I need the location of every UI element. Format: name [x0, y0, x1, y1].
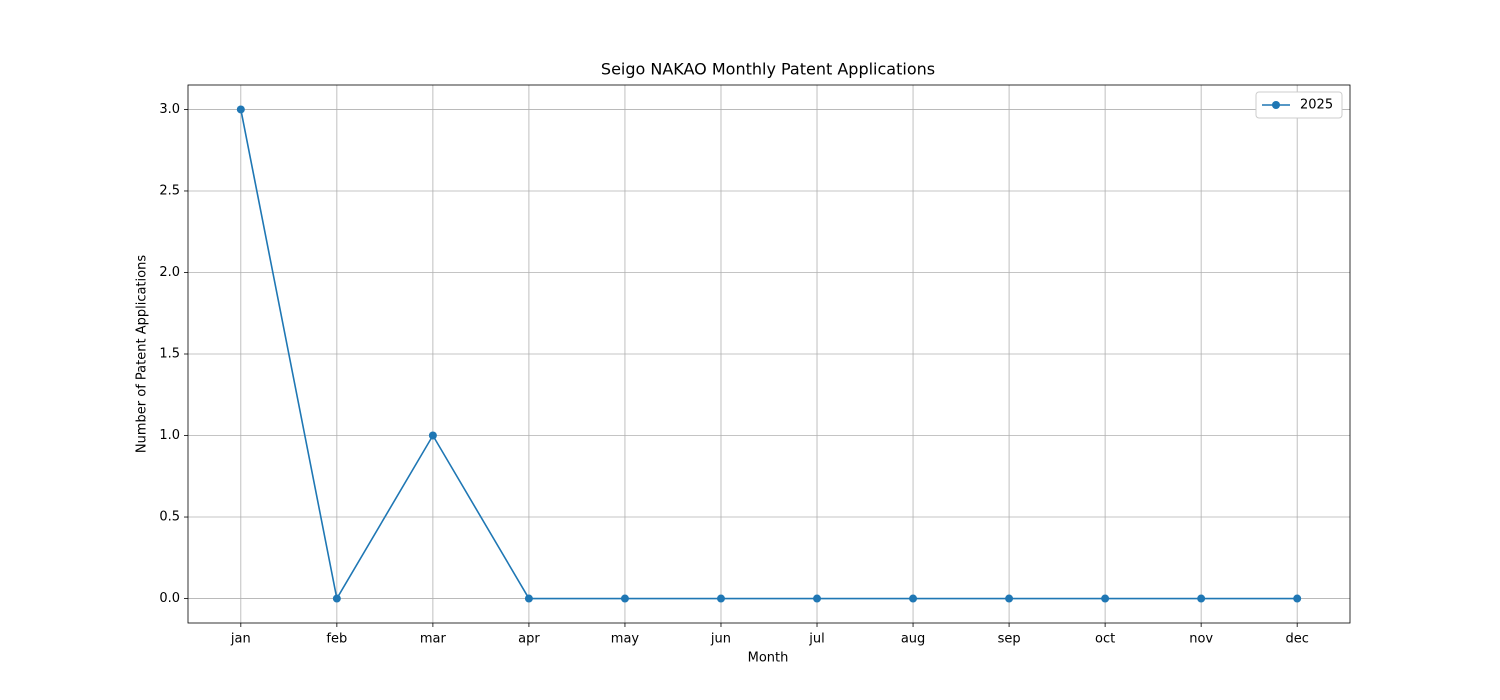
- y-tick-label: 2.0: [159, 265, 180, 280]
- data-point: [1197, 595, 1205, 603]
- data-point: [333, 595, 341, 603]
- x-axis-label: Month: [748, 651, 789, 666]
- data-point: [1101, 595, 1109, 603]
- y-tick-label: 2.5: [159, 183, 180, 198]
- x-tick-label: feb: [326, 632, 347, 647]
- x-tick-label: may: [611, 632, 640, 647]
- x-tick-label: aug: [901, 632, 925, 647]
- x-tick-label: jan: [230, 632, 251, 647]
- chart-title: Seigo NAKAO Monthly Patent Applications: [601, 60, 935, 79]
- data-point: [429, 432, 437, 440]
- data-point: [525, 595, 533, 603]
- chart: Seigo NAKAO Monthly Patent Applications …: [0, 0, 1500, 700]
- legend-marker: [1272, 101, 1280, 109]
- y-tick-label: 0.5: [159, 510, 180, 525]
- data-point: [1005, 595, 1013, 603]
- data-point: [1293, 595, 1301, 603]
- data-point: [909, 595, 917, 603]
- x-tick-label: jun: [710, 632, 731, 647]
- x-tick-label: apr: [518, 632, 540, 647]
- data-point: [237, 105, 245, 113]
- x-tick-label: mar: [420, 632, 447, 647]
- y-tick-label: 3.0: [159, 102, 180, 117]
- y-tick-label: 1.0: [159, 428, 180, 443]
- data-point: [813, 595, 821, 603]
- y-tick-label: 0.0: [159, 591, 180, 606]
- y-axis-label: Number of Patent Applications: [135, 255, 150, 453]
- data-point: [717, 595, 725, 603]
- x-tick-label: oct: [1095, 632, 1115, 647]
- legend-label: 2025: [1300, 98, 1333, 113]
- x-tick-label: jul: [808, 632, 824, 647]
- y-tick-label: 1.5: [159, 347, 180, 362]
- x-tick-label: sep: [998, 632, 1021, 647]
- x-tick-label: dec: [1285, 632, 1308, 647]
- x-tick-label: nov: [1189, 632, 1213, 647]
- data-point: [621, 595, 629, 603]
